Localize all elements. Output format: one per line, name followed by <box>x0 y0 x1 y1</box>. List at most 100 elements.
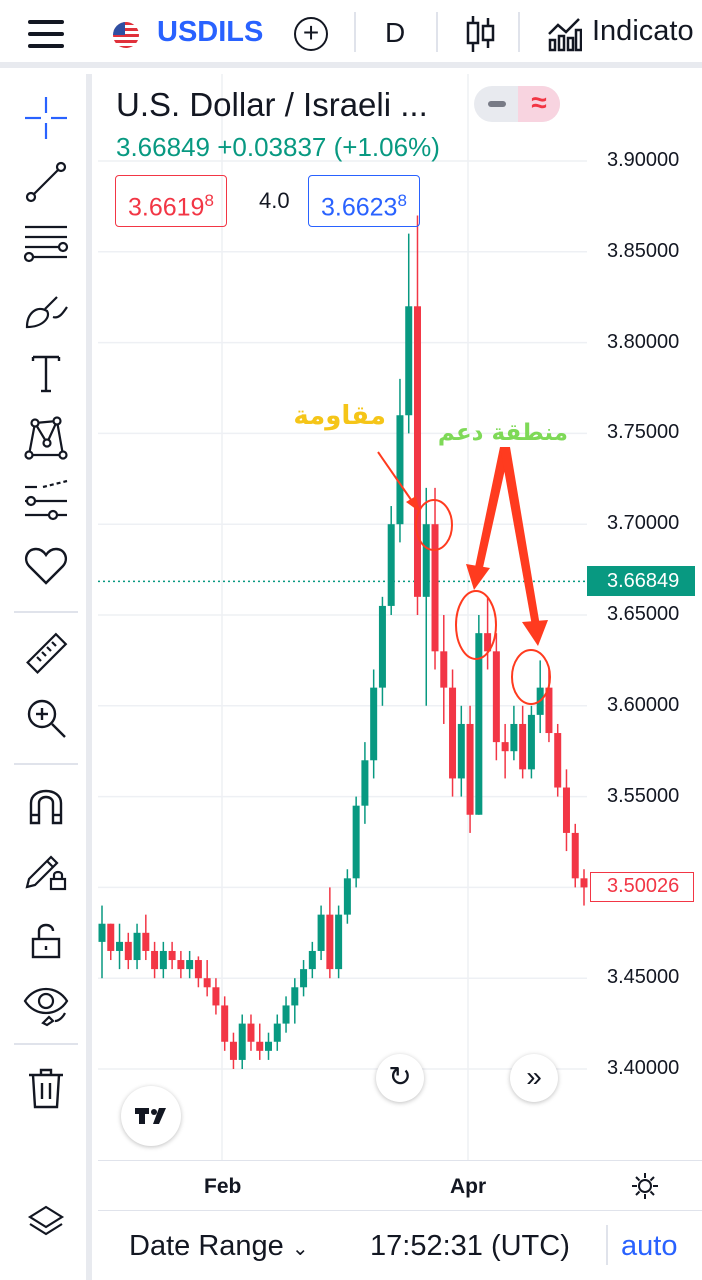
candle-body <box>510 723 518 752</box>
symbol-description[interactable]: U.S. Dollar / Israeli ... <box>116 86 428 123</box>
drawing-toolbar <box>0 74 92 1280</box>
candle-body <box>378 605 386 688</box>
candle-body <box>212 987 220 1006</box>
candle-body <box>571 832 579 879</box>
toolbar-divider <box>14 763 78 765</box>
candle-body <box>265 1041 273 1051</box>
sell-button[interactable]: 3.66198 <box>115 175 227 227</box>
candle-body <box>317 914 325 951</box>
settings-gear-icon[interactable] <box>630 1171 660 1201</box>
bid-pip: 8 <box>204 191 214 210</box>
candle-body <box>203 978 211 988</box>
ruler-icon[interactable] <box>22 630 70 678</box>
toolbar-divider <box>518 12 520 52</box>
candle-body <box>431 524 439 652</box>
candle-body <box>159 950 167 970</box>
legend-toggle[interactable]: ≈ <box>474 86 560 122</box>
price-tick: 3.55000 <box>607 784 680 807</box>
candle-body <box>291 987 299 1006</box>
crosshair-icon[interactable] <box>22 94 70 142</box>
price-tick: 3.40000 <box>607 1057 680 1079</box>
price-tick: 3.75000 <box>607 421 680 444</box>
candle-body <box>387 524 395 606</box>
candle-body <box>527 714 535 770</box>
chevron-down-icon: ⌄ <box>291 1238 309 1260</box>
fib-retracement-icon[interactable] <box>22 220 70 268</box>
price-tick: 3.85000 <box>607 239 680 262</box>
support-arrow <box>500 447 540 626</box>
toolbar-divider <box>14 611 78 613</box>
date-range-button[interactable]: Date Range ⌄ <box>129 1230 309 1263</box>
support-circle <box>455 590 497 660</box>
candle-body <box>361 760 369 806</box>
time-label-apr: Apr <box>450 1175 487 1198</box>
utc-clock[interactable]: 17:52:31 (UTC) <box>370 1230 570 1262</box>
unlock-icon[interactable] <box>22 916 70 964</box>
trend-line-icon[interactable] <box>22 158 70 206</box>
resistance-arrow <box>377 451 415 505</box>
support-arrowhead <box>522 620 548 646</box>
forecasting-icon[interactable] <box>22 478 70 526</box>
symbol-name[interactable]: USDILS <box>157 16 264 48</box>
chart-pane[interactable]: مقاومة منطقة دعم U.S. Dollar / Israeli ..… <box>98 74 702 1160</box>
zoom-in-icon[interactable] <box>22 694 70 742</box>
wave-icon[interactable]: ≈ <box>518 86 560 122</box>
candle-body <box>247 1023 255 1042</box>
visibility-eye-icon[interactable] <box>22 980 70 1028</box>
candle-body <box>107 923 115 951</box>
candle-body <box>133 932 141 961</box>
candle-body <box>282 1005 290 1024</box>
ask-price: 3.6623 <box>321 193 398 222</box>
bid-price: 3.6619 <box>128 193 205 222</box>
candle-body <box>484 633 492 652</box>
layers-icon[interactable] <box>26 1203 66 1243</box>
candle-body <box>413 306 421 597</box>
candle-body <box>168 950 176 961</box>
buy-button[interactable]: 3.66238 <box>308 175 420 227</box>
auto-scale-button[interactable]: auto <box>621 1230 678 1262</box>
resistance-label: مقاومة <box>293 401 386 431</box>
candle-body <box>194 960 202 979</box>
candle-body <box>326 914 334 970</box>
candle-body <box>475 633 483 815</box>
brush-icon[interactable] <box>22 286 70 334</box>
candle-body <box>545 687 553 734</box>
last-price: 3.66849 <box>116 132 210 162</box>
candlestick-icon[interactable] <box>464 14 496 54</box>
date-range-label: Date Range <box>129 1230 284 1262</box>
spread-value: 4.0 <box>259 188 290 213</box>
menu-icon[interactable] <box>28 20 64 48</box>
candle-body <box>238 1023 246 1060</box>
magnet-icon[interactable] <box>22 782 70 830</box>
interval-button[interactable]: D <box>385 17 406 48</box>
indicators-button[interactable]: Indicato <box>592 15 694 47</box>
trash-icon[interactable] <box>22 1064 70 1112</box>
resistance-circle <box>415 499 453 551</box>
candle-body <box>151 950 159 970</box>
favorites-heart-icon[interactable] <box>22 542 70 590</box>
scroll-to-realtime-button[interactable]: » <box>510 1054 558 1102</box>
price-tick: 3.45000 <box>607 966 680 989</box>
candle-body <box>396 415 404 525</box>
pattern-icon[interactable] <box>22 414 70 462</box>
candle-body <box>98 923 106 942</box>
candle-body <box>466 723 474 815</box>
lock-drawings-icon[interactable] <box>22 846 70 894</box>
us-flag-icon <box>113 22 139 48</box>
price-scale[interactable]: 3.90000 3.85000 3.80000 3.75000 3.70000 3.650… <box>587 74 702 1160</box>
candle-body <box>229 1041 237 1060</box>
time-axis[interactable]: Feb Apr <box>98 1160 702 1210</box>
candlestick-chart[interactable]: مقاومة منطقة دعم <box>98 74 702 1160</box>
text-tool-icon[interactable] <box>22 350 70 398</box>
candle-body <box>300 969 308 988</box>
indicators-icon[interactable] <box>546 14 582 52</box>
candle-body <box>492 651 500 743</box>
collapse-icon[interactable] <box>488 101 506 107</box>
tradingview-logo[interactable] <box>121 1086 181 1146</box>
add-symbol-button[interactable]: + <box>294 17 328 51</box>
candle-body <box>308 950 316 970</box>
candle-body <box>116 941 124 951</box>
price-tick: 3.70000 <box>607 512 680 535</box>
reset-chart-button[interactable]: ↻ <box>376 1054 424 1102</box>
legend-price-line: 3.66849 +0.03837 (+1.06%) <box>116 132 440 163</box>
